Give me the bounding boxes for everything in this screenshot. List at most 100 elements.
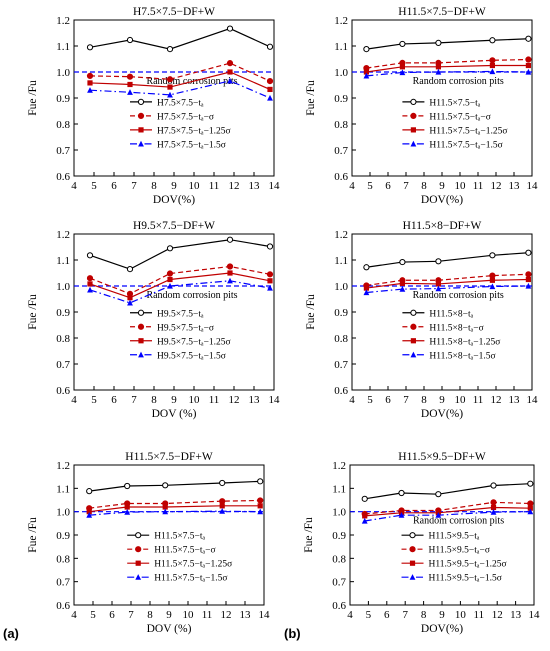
x-tick-label: 9 <box>166 609 172 621</box>
y-tick-label: 0.9 <box>334 93 348 105</box>
data-point <box>127 295 133 301</box>
x-tick-label: 11 <box>209 394 220 406</box>
x-tick-label: 13 <box>249 180 261 192</box>
data-point <box>227 270 233 276</box>
x-tick-label: 14 <box>269 394 281 406</box>
legend-entry: H7.5×7.5−tₐ−1.25σ <box>157 126 231 136</box>
data-point <box>162 482 169 489</box>
data-point <box>490 499 497 506</box>
x-tick-label: 4 <box>71 609 77 621</box>
data-point <box>435 512 442 518</box>
x-axis-label: DOV(%) <box>421 623 463 635</box>
data-point <box>527 505 533 511</box>
y-tick-label: 1.1 <box>56 483 70 495</box>
data-point <box>126 266 134 273</box>
data-point <box>435 68 442 75</box>
y-tick-label: 0.6 <box>56 600 70 612</box>
data-point <box>490 482 497 489</box>
x-tick-label: 12 <box>492 609 503 621</box>
legend-entry: H11.5×8−tₐ−1.25σ <box>429 337 500 347</box>
legend-marker <box>135 560 141 566</box>
legend-marker <box>410 338 416 344</box>
chart-panel-6: 4 5 6 7 8 9 10 11 12 13 14 0.6 0.7 0.8 0.9 1.0 1.1 1.2 H11… <box>303 451 540 635</box>
legend-marker <box>135 546 142 553</box>
legend-entry: H9.5×7.5−tₐ−1.25σ <box>157 337 231 347</box>
data-point <box>525 35 532 42</box>
annotation-label: Random corrosion pits <box>413 76 504 87</box>
data-point <box>226 236 234 243</box>
data-point <box>127 299 133 306</box>
x-tick-label: 13 <box>249 394 261 406</box>
panel-label-a: (a) <box>3 626 19 641</box>
legend-marker <box>138 140 144 147</box>
data-point <box>257 508 264 515</box>
data-point <box>435 285 442 292</box>
legend-marker <box>138 127 144 133</box>
x-tick-label: 14 <box>527 394 539 406</box>
data-point <box>362 513 368 519</box>
chart-panel-5: 4 5 6 7 8 9 10 11 12 13 14 0.6 0.7 0.8 0.9 1.0 1.1 1.2 H11… <box>27 451 270 635</box>
y-tick-label: 1.0 <box>56 507 70 519</box>
data-point <box>527 480 534 487</box>
data-point <box>227 277 233 284</box>
x-tick-label: 7 <box>403 180 409 192</box>
data-point <box>87 87 93 93</box>
data-point <box>267 86 273 93</box>
data-point <box>124 504 130 510</box>
series-line <box>89 480 261 492</box>
x-tick-label: 10 <box>189 180 201 192</box>
legend-marker <box>138 338 144 344</box>
legend-marker <box>137 323 145 330</box>
data-point <box>525 271 532 278</box>
chart-title: H11.5×9.5−DF+W <box>398 451 486 463</box>
data-point <box>399 280 405 286</box>
y-tick-label: 1.1 <box>334 41 348 53</box>
data-point <box>525 249 532 256</box>
series-line <box>89 239 271 270</box>
y-axis-label: Fue /Fu <box>27 80 39 116</box>
x-tick-label: 10 <box>189 394 201 406</box>
x-tick-label: 8 <box>151 394 157 406</box>
y-tick-label: 0.6 <box>334 385 348 397</box>
y-tick-label: 0.7 <box>332 577 346 589</box>
data-point <box>167 84 173 90</box>
chart-panel-1: 4 5 6 7 8 9 10 11 12 13 14 0.6 0.7 0.8 0.9 1.0 1.1 1.2 H7.… <box>27 6 280 206</box>
data-point <box>162 508 169 515</box>
y-axis-label: Fue /Fu <box>305 80 317 116</box>
y-axis-label: Fue /Fu <box>303 517 315 553</box>
data-point <box>435 281 441 287</box>
data-point <box>87 281 93 287</box>
data-point <box>525 68 532 75</box>
x-tick-label: 8 <box>421 609 427 621</box>
legend-entry: H11.5×7.5−tₐ−1.25σ <box>154 560 232 570</box>
data-point <box>363 72 370 79</box>
legend-entry: H11.5×7.5−tₐ−σ <box>429 112 490 122</box>
legend-marker <box>137 112 145 119</box>
legend-entry: H11.5×9.5−tₐ <box>429 532 480 542</box>
y-tick-label: 0.6 <box>332 600 346 612</box>
data-point <box>124 482 131 490</box>
y-tick-label: 0.7 <box>334 359 348 371</box>
data-point <box>226 25 234 32</box>
data-point <box>489 57 496 64</box>
legend-entry: H11.5×9.5−tₐ−σ <box>429 546 490 556</box>
x-tick-label: 7 <box>128 609 134 621</box>
legend-entry: H11.5×9.5−tₐ−1.25σ <box>429 560 507 570</box>
x-axis-label: DOV(%) <box>421 408 463 420</box>
data-point <box>166 245 174 252</box>
chart-title: H7.5×7.5−DF+W <box>133 6 215 18</box>
chart-title: H11.5×7.5−DF+W <box>398 6 486 18</box>
x-axis-label: DOV (%) <box>147 623 192 635</box>
x-tick-label: 10 <box>455 180 467 192</box>
x-tick-label: 11 <box>474 609 485 621</box>
data-point <box>167 276 173 283</box>
x-tick-label: 6 <box>111 394 117 406</box>
series-line <box>366 38 529 50</box>
data-point <box>226 60 234 67</box>
x-tick-label: 13 <box>509 394 521 406</box>
data-point <box>127 81 133 88</box>
data-point <box>266 78 274 85</box>
x-tick-label: 9 <box>439 394 445 406</box>
x-axis-label: DOV(%) <box>153 194 195 206</box>
